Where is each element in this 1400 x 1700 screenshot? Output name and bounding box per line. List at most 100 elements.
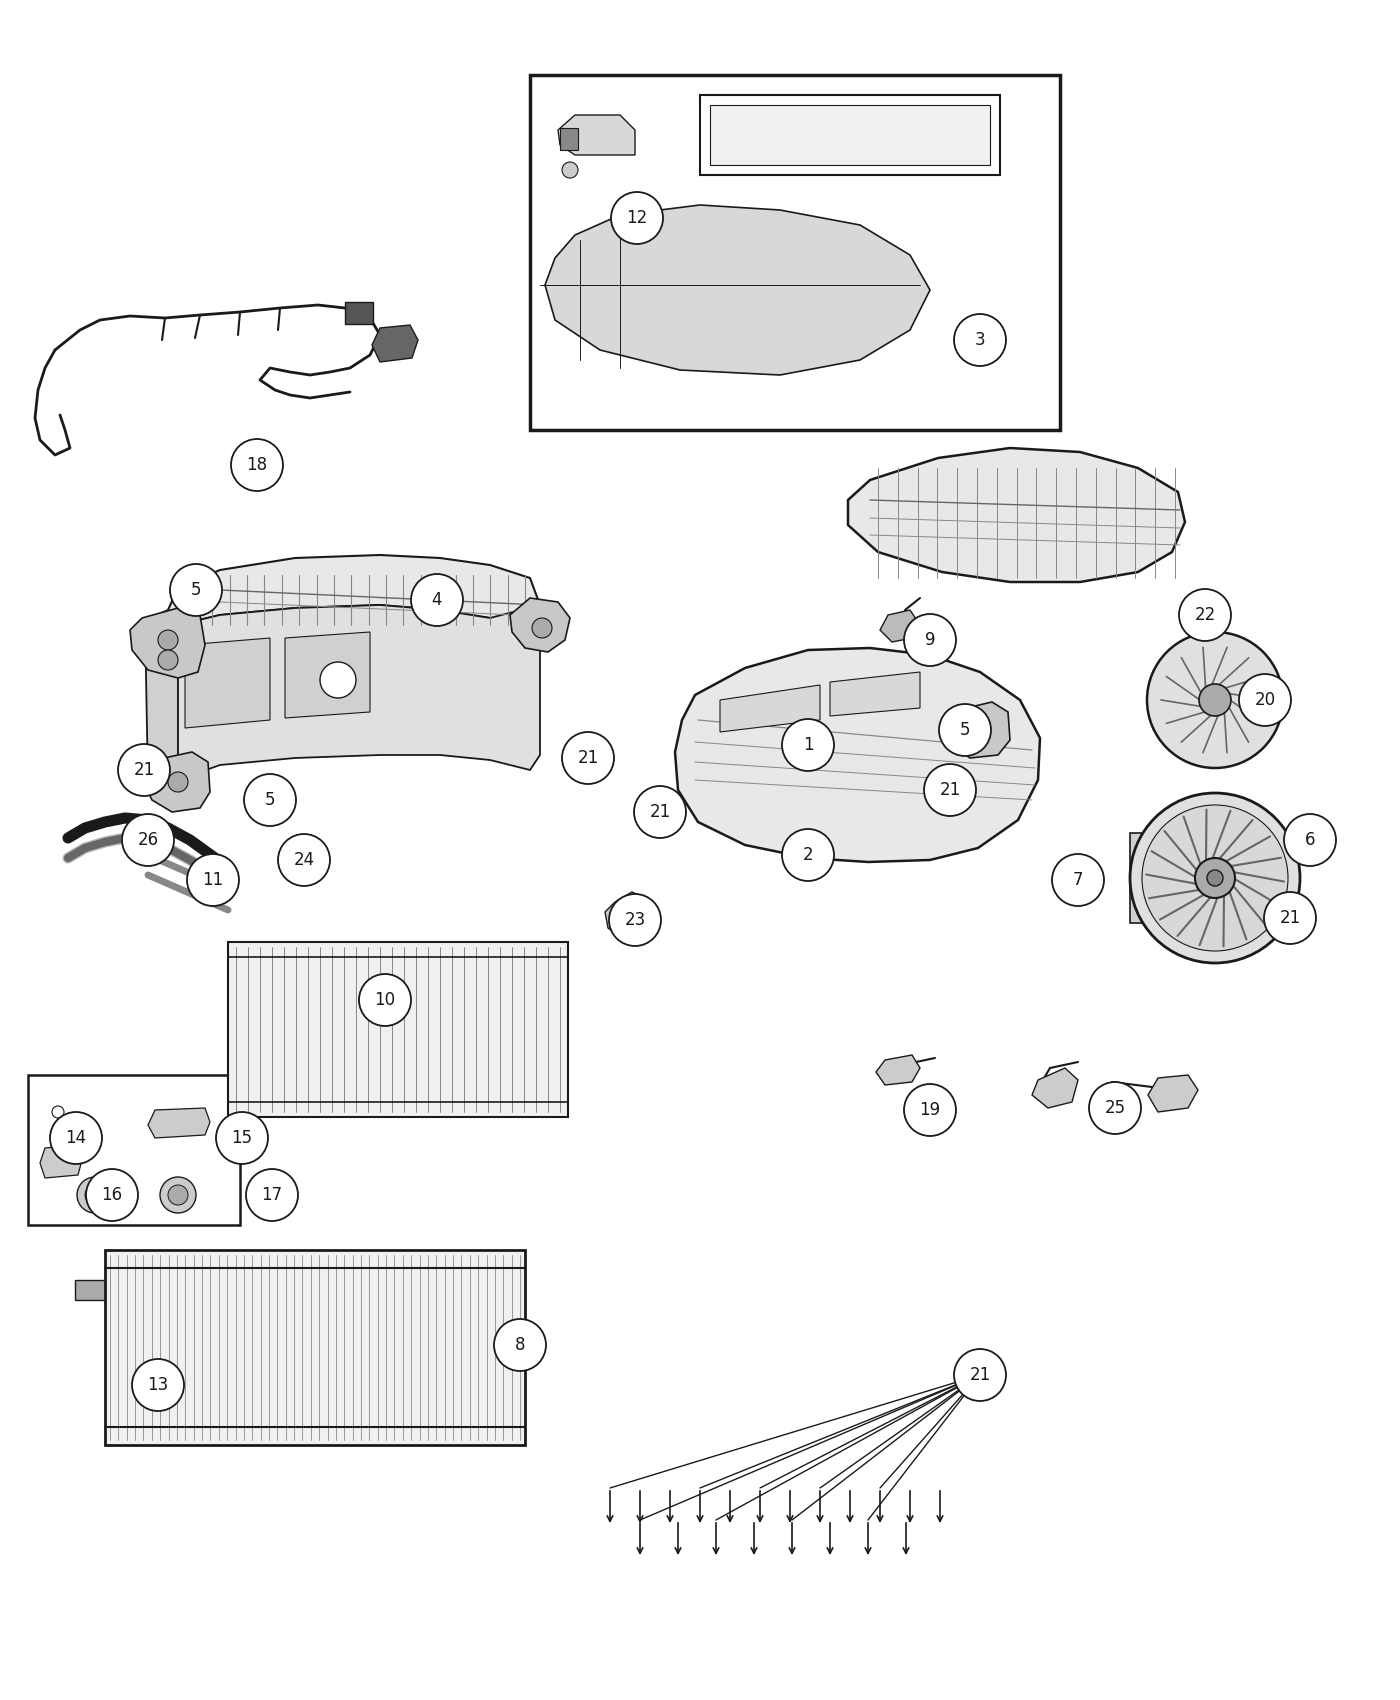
Circle shape (77, 1176, 113, 1214)
Text: 18: 18 (246, 456, 267, 474)
Circle shape (1051, 853, 1105, 906)
Polygon shape (372, 325, 419, 362)
Circle shape (216, 1112, 267, 1164)
Text: 23: 23 (624, 911, 645, 928)
Circle shape (634, 785, 686, 838)
Circle shape (953, 314, 1007, 366)
Polygon shape (710, 105, 990, 165)
Polygon shape (876, 1056, 920, 1085)
Circle shape (85, 1185, 105, 1205)
Text: 21: 21 (939, 780, 960, 799)
Text: 14: 14 (66, 1129, 87, 1148)
Circle shape (168, 1185, 188, 1205)
Polygon shape (510, 598, 570, 653)
Circle shape (231, 439, 283, 491)
Circle shape (412, 575, 463, 626)
Circle shape (358, 974, 412, 1027)
Circle shape (1196, 858, 1235, 898)
Circle shape (118, 745, 169, 796)
Circle shape (1284, 814, 1336, 865)
Text: 8: 8 (515, 1336, 525, 1353)
Circle shape (132, 1358, 183, 1411)
Bar (228, 942, 568, 1117)
Circle shape (610, 192, 664, 245)
Text: 25: 25 (1105, 1098, 1126, 1117)
Text: 22: 22 (1194, 605, 1215, 624)
Polygon shape (1130, 833, 1196, 923)
Bar (344, 303, 372, 325)
Circle shape (246, 1170, 298, 1221)
Circle shape (168, 772, 188, 792)
Text: 20: 20 (1254, 690, 1275, 709)
Text: 9: 9 (925, 631, 935, 649)
Bar (28, 1074, 239, 1226)
Polygon shape (41, 1146, 83, 1178)
Text: 4: 4 (431, 592, 442, 609)
Circle shape (561, 733, 615, 784)
Text: 5: 5 (190, 581, 202, 598)
Text: 15: 15 (231, 1129, 252, 1148)
Circle shape (1239, 673, 1291, 726)
Text: 16: 16 (101, 1187, 123, 1204)
Polygon shape (720, 685, 820, 733)
Text: 21: 21 (969, 1367, 991, 1384)
Polygon shape (286, 632, 370, 717)
Text: 21: 21 (1280, 910, 1301, 926)
Circle shape (1147, 632, 1282, 768)
Circle shape (1207, 870, 1224, 886)
Text: 3: 3 (974, 332, 986, 348)
Polygon shape (178, 605, 540, 780)
Circle shape (279, 835, 330, 886)
Polygon shape (168, 554, 540, 631)
Circle shape (244, 774, 295, 826)
Polygon shape (559, 116, 636, 155)
Circle shape (1130, 792, 1301, 962)
Text: 19: 19 (920, 1102, 941, 1119)
Polygon shape (605, 892, 648, 938)
Bar (560, 128, 578, 150)
Circle shape (904, 614, 956, 666)
Polygon shape (141, 751, 210, 813)
Circle shape (158, 631, 178, 649)
Circle shape (1179, 588, 1231, 641)
Polygon shape (76, 1280, 105, 1300)
Polygon shape (945, 702, 1009, 758)
Circle shape (1264, 892, 1316, 944)
Polygon shape (1032, 1068, 1078, 1108)
Circle shape (188, 853, 239, 906)
Circle shape (1198, 683, 1231, 716)
Circle shape (783, 830, 834, 881)
Text: 21: 21 (577, 750, 599, 767)
Text: 5: 5 (960, 721, 970, 740)
Bar (105, 1250, 525, 1445)
Circle shape (169, 564, 223, 615)
Polygon shape (675, 648, 1040, 862)
Polygon shape (185, 638, 270, 728)
Polygon shape (881, 610, 918, 643)
Text: 11: 11 (203, 870, 224, 889)
Circle shape (122, 814, 174, 865)
Circle shape (158, 649, 178, 670)
Text: 26: 26 (137, 831, 158, 848)
Text: 7: 7 (1072, 870, 1084, 889)
Polygon shape (146, 610, 178, 801)
Circle shape (160, 1176, 196, 1214)
Polygon shape (1148, 1074, 1198, 1112)
Circle shape (532, 619, 552, 638)
Circle shape (924, 763, 976, 816)
Circle shape (953, 1350, 1007, 1401)
Circle shape (966, 717, 990, 741)
Polygon shape (545, 206, 930, 376)
Text: 12: 12 (626, 209, 648, 228)
Text: 21: 21 (133, 762, 154, 779)
Circle shape (609, 894, 661, 945)
Circle shape (52, 1107, 64, 1119)
Circle shape (904, 1085, 956, 1136)
Polygon shape (830, 672, 920, 716)
Text: 13: 13 (147, 1375, 168, 1394)
Text: 1: 1 (802, 736, 813, 755)
Text: 17: 17 (262, 1187, 283, 1204)
Circle shape (494, 1319, 546, 1370)
Circle shape (321, 661, 356, 699)
Text: 24: 24 (294, 852, 315, 869)
